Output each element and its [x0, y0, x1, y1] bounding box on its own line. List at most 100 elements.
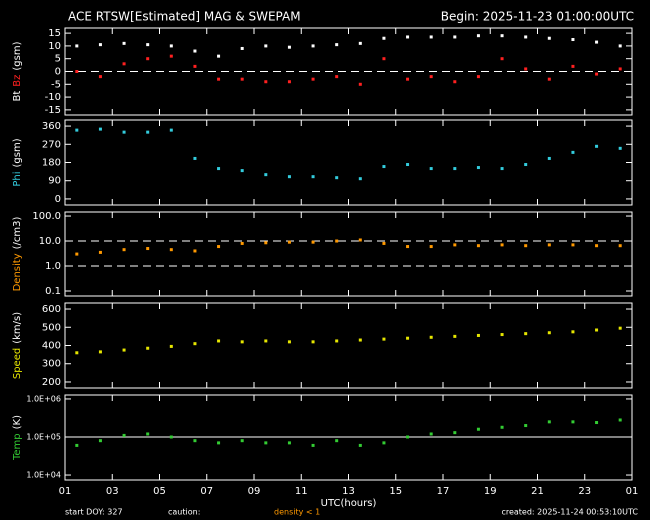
data-point	[193, 249, 197, 253]
data-point	[287, 80, 291, 84]
data-point	[595, 72, 599, 76]
data-point	[217, 245, 221, 249]
data-point	[240, 340, 244, 344]
data-point	[476, 34, 480, 38]
data-point	[98, 439, 102, 443]
data-point	[75, 351, 79, 355]
data-point	[382, 36, 386, 40]
y-tick-label: 90	[48, 176, 61, 187]
data-point	[358, 238, 362, 242]
data-point	[382, 165, 386, 169]
y-axis-label: Bt Bz (gsm)	[12, 41, 23, 101]
data-point	[264, 241, 268, 245]
data-point	[595, 421, 599, 425]
data-point	[75, 443, 79, 447]
caution-note: density < 1	[274, 508, 320, 517]
data-point	[217, 54, 221, 58]
created-time: created: 2025-11-24 00:53:10UTC	[501, 508, 638, 517]
legend-entry: Bt	[12, 91, 23, 102]
y-tick-label: 270	[42, 139, 61, 150]
data-point	[146, 247, 150, 251]
data-point	[429, 432, 433, 436]
y-tick-label: 360	[42, 121, 61, 132]
y-tick-label: -15	[45, 105, 61, 116]
data-point	[547, 243, 551, 247]
data-point	[311, 175, 315, 179]
data-point	[311, 443, 315, 447]
data-point	[146, 130, 150, 134]
x-tick-label: 03	[106, 486, 119, 497]
data-point	[264, 339, 268, 343]
data-point	[429, 167, 433, 171]
y-tick-label: 15	[48, 28, 61, 39]
data-point	[169, 248, 173, 252]
y-tick-label: -10	[45, 92, 61, 103]
data-point	[335, 339, 339, 343]
data-point	[98, 127, 102, 131]
x-tick-label: 21	[531, 486, 544, 497]
data-point	[240, 46, 244, 50]
data-point	[618, 326, 622, 330]
data-point	[547, 420, 551, 424]
y-tick-label: 400	[42, 341, 61, 352]
data-point	[571, 243, 575, 247]
x-tick-label: 19	[484, 486, 497, 497]
data-point	[122, 433, 126, 437]
data-point	[311, 44, 315, 48]
data-point	[217, 339, 221, 343]
data-point	[524, 35, 528, 39]
data-point	[500, 167, 504, 171]
data-point	[429, 35, 433, 39]
y-tick-label: 500	[42, 322, 61, 333]
data-point	[335, 75, 339, 79]
data-point	[335, 439, 339, 443]
data-point	[75, 252, 79, 256]
data-point	[193, 64, 197, 68]
data-point	[500, 243, 504, 247]
data-point	[358, 82, 362, 86]
y-tick-label: 100.0	[32, 211, 61, 222]
data-point	[524, 163, 528, 167]
data-point	[193, 342, 197, 346]
data-point	[618, 67, 622, 71]
data-point	[382, 441, 386, 445]
data-point	[500, 34, 504, 38]
data-point	[169, 128, 173, 132]
y-tick-label: 0	[55, 194, 61, 205]
y-tick-label: 1.0E+06	[26, 394, 61, 403]
data-point	[476, 166, 480, 170]
data-point	[406, 245, 410, 249]
y-tick-label: 600	[42, 304, 61, 315]
data-point	[75, 70, 79, 73]
data-point	[571, 150, 575, 154]
data-point	[595, 144, 599, 148]
data-point	[429, 335, 433, 339]
x-tick-label: 05	[153, 486, 166, 497]
data-point	[98, 350, 102, 354]
data-point	[595, 244, 599, 248]
begin-time: Begin: 2025-11-23 01:00:00UTC	[441, 10, 634, 24]
data-point	[406, 163, 410, 167]
y-tick-label: 180	[42, 158, 61, 169]
data-point	[500, 425, 504, 429]
legend-entry: Speed	[12, 348, 23, 379]
y-tick-label: 1.0	[45, 261, 61, 272]
data-point	[217, 441, 221, 445]
data-point	[453, 80, 457, 84]
data-point	[406, 435, 410, 439]
data-point	[240, 439, 244, 443]
data-point	[193, 156, 197, 160]
data-point	[406, 336, 410, 340]
start-doy: start DOY: 327	[65, 508, 123, 517]
y-tick-label: 300	[42, 359, 61, 370]
data-point	[264, 441, 268, 445]
data-point	[193, 439, 197, 443]
data-point	[524, 424, 528, 428]
legend-entry: Temp	[12, 433, 23, 461]
y-unit: (gsm)	[12, 41, 23, 70]
data-point	[571, 330, 575, 334]
data-point	[287, 240, 291, 244]
x-tick-label: 17	[437, 486, 450, 497]
